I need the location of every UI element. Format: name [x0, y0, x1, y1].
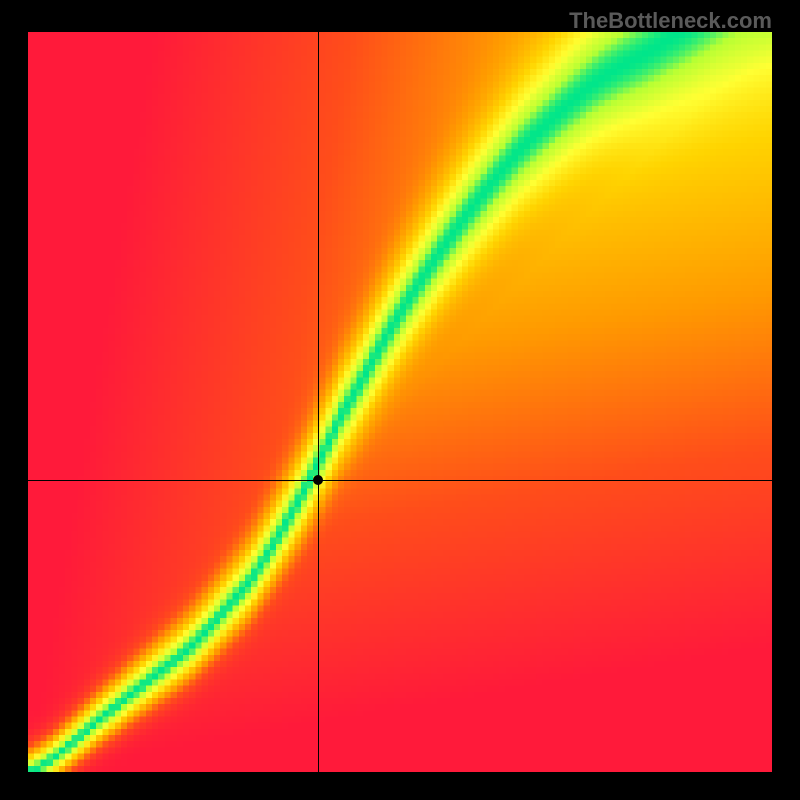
plot-area — [28, 32, 772, 772]
watermark-text: TheBottleneck.com — [569, 8, 772, 34]
outer-frame: TheBottleneck.com — [0, 0, 800, 800]
crosshair-vertical — [318, 32, 319, 772]
crosshair-horizontal — [28, 480, 772, 481]
crosshair-dot — [313, 475, 323, 485]
heatmap-canvas — [28, 32, 772, 772]
